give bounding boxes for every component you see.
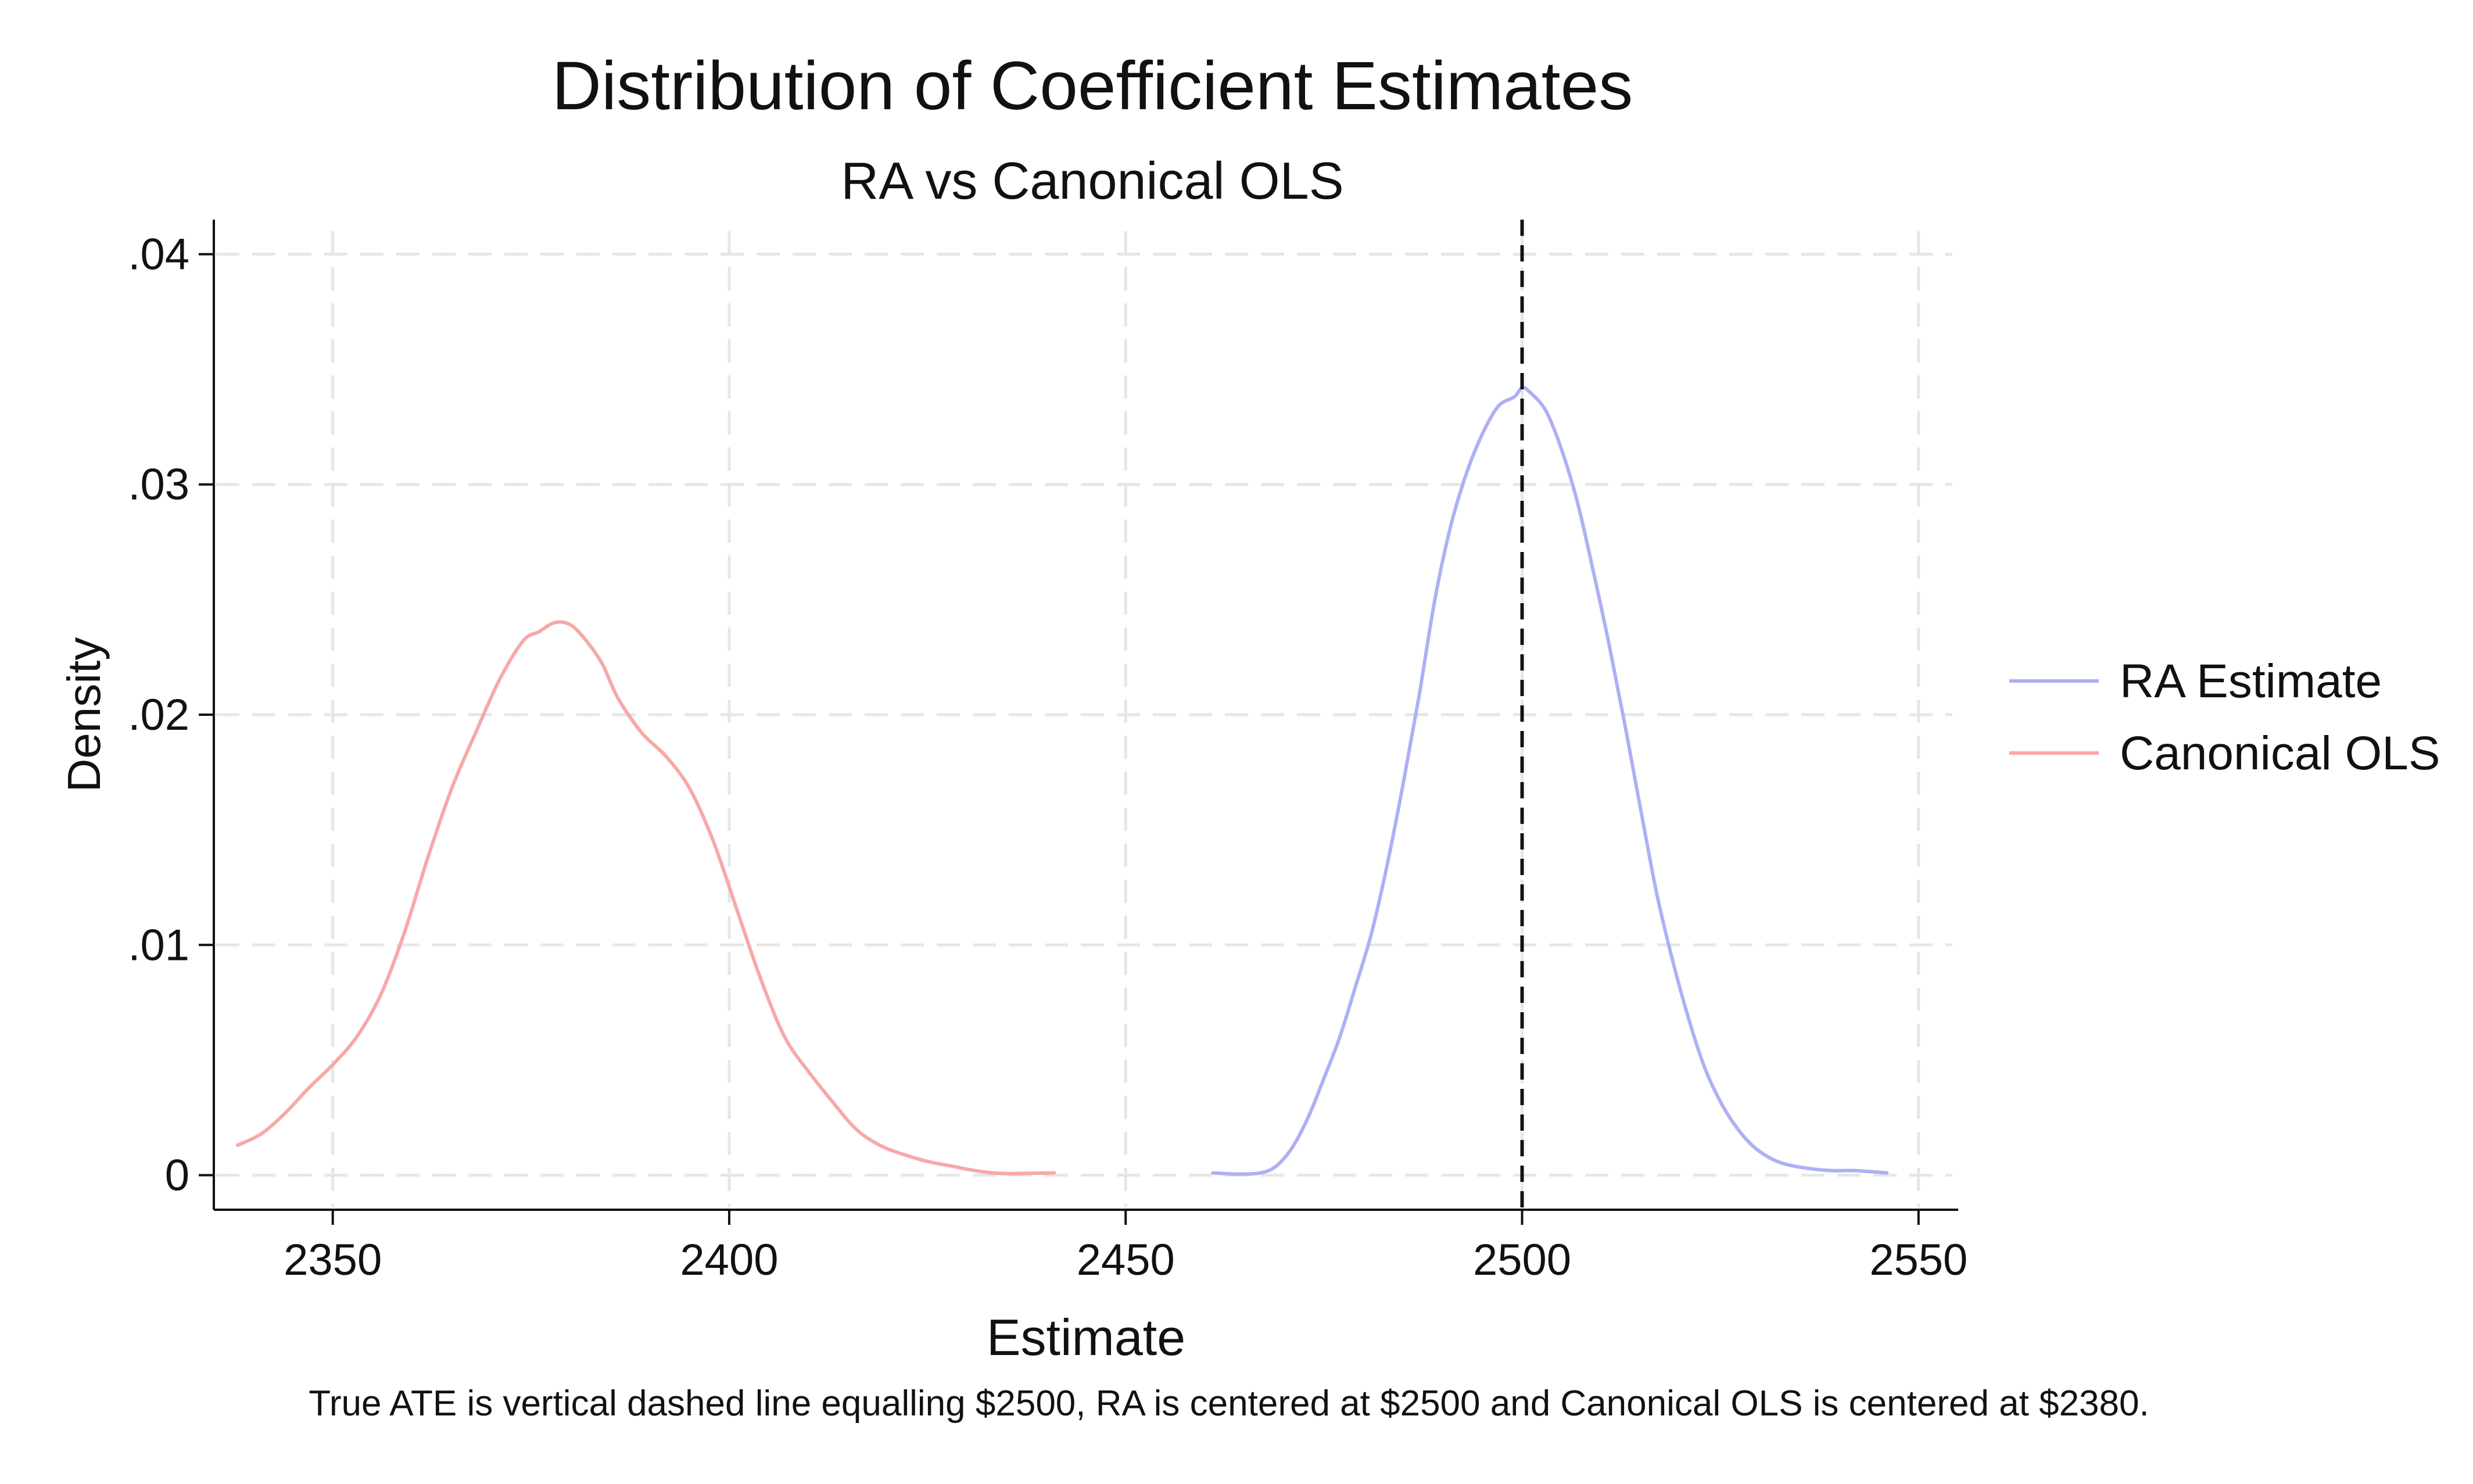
y-axis-ticks: 0 .01 .02 .03 .04	[128, 230, 214, 1200]
series-lines	[235, 385, 1889, 1176]
chart-note: True ATE is vertical dashed line equalli…	[309, 1383, 2149, 1424]
y-tick-label: 0	[165, 1151, 189, 1200]
y-tick-label: .02	[128, 690, 189, 740]
y-tick-label: .03	[128, 460, 189, 510]
y-axis-label: Density	[58, 637, 110, 793]
x-axis-ticks: 2350 2400 2450 2500 2550	[284, 1210, 1967, 1285]
x-tick-label: 2550	[1869, 1235, 1967, 1285]
grid-lines	[216, 231, 1952, 1207]
legend-label-canonical-ols: Canonical OLS	[2120, 727, 2440, 780]
x-tick-label: 2500	[1473, 1235, 1571, 1285]
x-tick-label: 2400	[680, 1235, 778, 1285]
x-tick-label: 2450	[1077, 1235, 1175, 1285]
x-axis-label: Estimate	[987, 1309, 1185, 1366]
y-tick-label: .04	[128, 230, 189, 279]
y-tick-label: .01	[128, 920, 189, 970]
series-line-canonical-ols	[235, 620, 1056, 1175]
legend: RA Estimate Canonical OLS	[2009, 655, 2440, 780]
chart-title: Distribution of Coefficient Estimates	[552, 48, 1633, 124]
x-tick-label: 2350	[284, 1235, 382, 1285]
chart-subtitle: RA vs Canonical OLS	[841, 152, 1343, 210]
series-line-ra-estimate	[1211, 385, 1889, 1176]
legend-label-ra-estimate: RA Estimate	[2120, 655, 2382, 708]
